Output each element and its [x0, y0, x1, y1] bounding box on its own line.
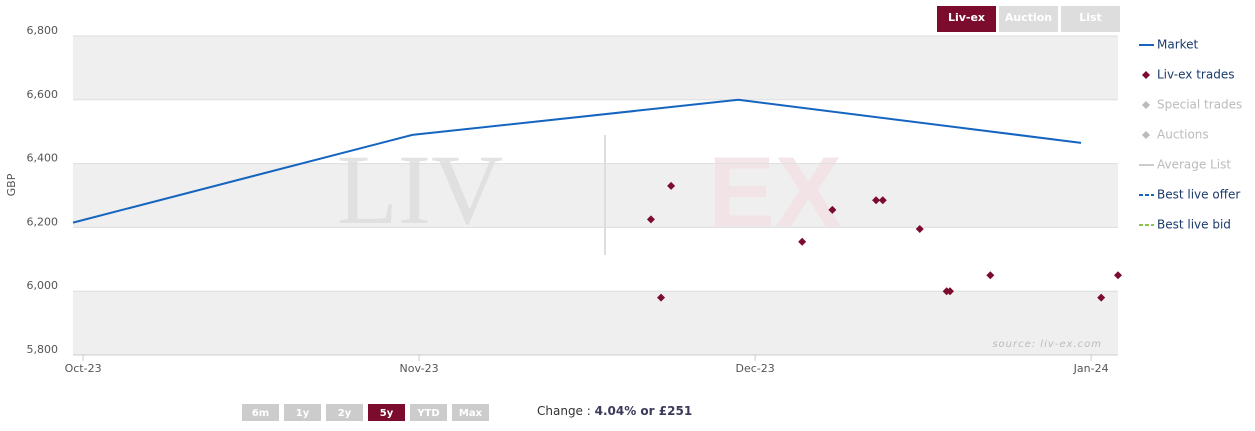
- legend-label[interactable]: Market: [1157, 38, 1199, 52]
- plot-band: [73, 36, 1118, 100]
- view-button-label[interactable]: Liv-ex: [948, 11, 985, 24]
- plot-band: [73, 291, 1118, 355]
- legend-symbol: [1142, 71, 1150, 79]
- market-line: [72, 98, 1082, 224]
- trade-point: [872, 196, 881, 205]
- view-button[interactable]: [1061, 6, 1120, 32]
- legend-label[interactable]: Average List: [1157, 158, 1231, 172]
- trade-point: [945, 287, 954, 296]
- range-button-label[interactable]: 1y: [296, 408, 310, 419]
- trade-point: [646, 215, 655, 224]
- range-button[interactable]: [326, 404, 363, 421]
- range-button-label[interactable]: Max: [459, 408, 483, 419]
- y-tick-label: 6,000: [27, 279, 59, 292]
- legend-label[interactable]: Auctions: [1157, 128, 1209, 142]
- source-note: source: liv-ex.com: [992, 339, 1102, 350]
- range-button[interactable]: [242, 404, 279, 421]
- watermark: LIV: [337, 134, 504, 245]
- view-button[interactable]: [937, 6, 996, 32]
- x-tick-label: Oct-23: [65, 362, 102, 375]
- plot-band: [73, 163, 1118, 228]
- range-button[interactable]: [452, 404, 489, 421]
- x-tick-label: Jan-24: [1073, 362, 1109, 375]
- legend-label[interactable]: Liv-ex trades: [1157, 68, 1234, 82]
- y-tick-label: 5,800: [27, 343, 59, 356]
- range-button[interactable]: [368, 404, 405, 421]
- legend-label[interactable]: Best live offer: [1157, 188, 1240, 202]
- y-tick-label: 6,800: [27, 24, 59, 37]
- trade-point: [1097, 293, 1106, 302]
- change-label: Change :: [537, 404, 595, 418]
- trade-point: [828, 205, 837, 214]
- range-button[interactable]: [284, 404, 321, 421]
- legend-label[interactable]: Best live bid: [1157, 218, 1231, 232]
- range-button[interactable]: [410, 404, 447, 421]
- trade-point: [798, 237, 807, 246]
- trade-point: [878, 196, 887, 205]
- view-button[interactable]: [999, 6, 1058, 32]
- watermark: EX: [708, 136, 841, 248]
- trade-point: [915, 224, 924, 233]
- y-tick-label: 6,200: [27, 215, 59, 228]
- y-tick-label: 6,600: [27, 88, 59, 101]
- legend-symbol: [1142, 101, 1150, 109]
- x-tick-label: Dec-23: [735, 362, 774, 375]
- trade-point: [667, 181, 676, 190]
- range-button-label[interactable]: 5y: [380, 408, 394, 419]
- range-button-label[interactable]: YTD: [416, 408, 439, 419]
- y-tick-label: 6,400: [27, 152, 59, 165]
- legend-label[interactable]: Special trades: [1157, 98, 1242, 112]
- trade-point: [986, 271, 995, 280]
- y-axis-label: GBP: [5, 173, 18, 196]
- view-button-label[interactable]: List: [1079, 11, 1102, 24]
- range-button-label[interactable]: 2y: [338, 408, 352, 419]
- trade-point: [1114, 271, 1122, 280]
- x-tick-label: Nov-23: [400, 362, 439, 375]
- trade-point: [657, 293, 666, 302]
- view-button-label[interactable]: Auction: [1005, 11, 1052, 24]
- range-button-label[interactable]: 6m: [252, 408, 269, 419]
- change-value: 4.04% or £251: [595, 404, 693, 418]
- legend-symbol: [1142, 131, 1150, 139]
- change-summary: Change : 4.04% or £251: [537, 404, 692, 418]
